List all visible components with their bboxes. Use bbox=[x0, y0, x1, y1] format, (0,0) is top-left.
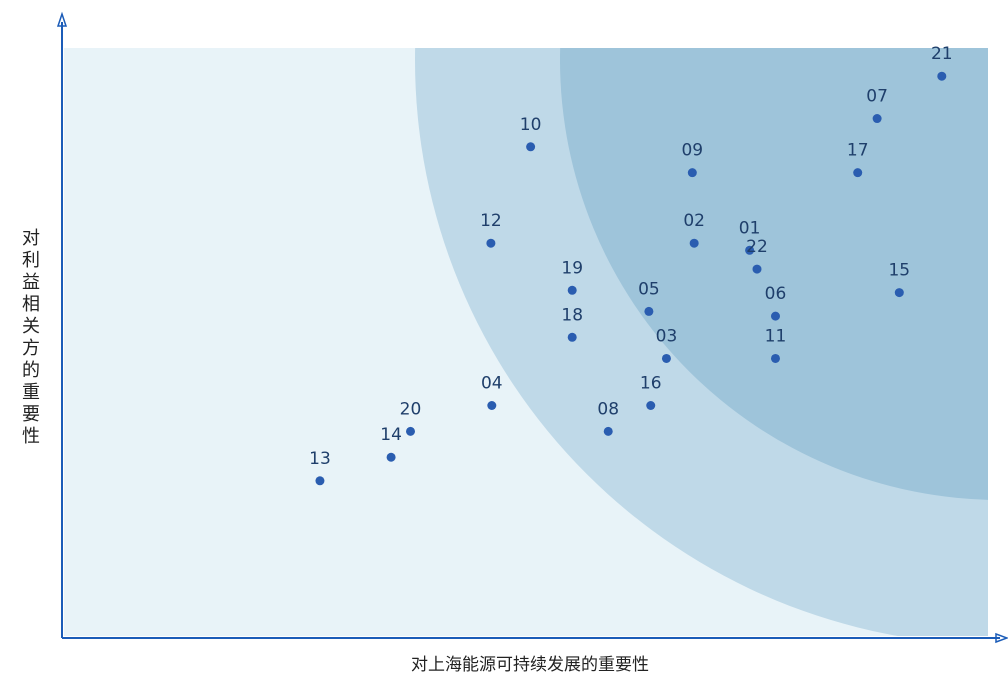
data-point-19: 19 bbox=[561, 258, 583, 295]
y-axis-arrow-icon bbox=[56, 11, 68, 27]
data-point-04: 04 bbox=[481, 374, 503, 411]
data-point-21: 21 bbox=[931, 44, 953, 81]
data-point-marker bbox=[770, 353, 780, 363]
data-point-label: 18 bbox=[561, 305, 583, 325]
data-point-16: 16 bbox=[640, 374, 662, 411]
data-point-20: 20 bbox=[400, 399, 422, 436]
data-point-15: 15 bbox=[888, 261, 910, 298]
x-axis-arrow-icon bbox=[995, 632, 1008, 644]
data-point-marker bbox=[752, 264, 762, 274]
data-point-11: 11 bbox=[765, 326, 787, 363]
y-axis-title-char: 对 bbox=[22, 228, 40, 249]
data-point-label: 01 bbox=[739, 218, 761, 238]
data-point-label: 16 bbox=[640, 374, 662, 394]
data-point-18: 18 bbox=[561, 305, 583, 342]
data-point-label: 02 bbox=[683, 211, 705, 231]
zone-inner-top bbox=[636, 48, 988, 268]
y-axis-title-char: 关 bbox=[22, 316, 40, 337]
data-point-label: 07 bbox=[866, 87, 888, 107]
y-axis-title-char: 要 bbox=[22, 404, 40, 425]
data-point-13: 13 bbox=[309, 449, 331, 486]
data-point-label: 04 bbox=[481, 374, 503, 394]
data-point-marker bbox=[603, 426, 613, 436]
y-axis-title-char: 性 bbox=[22, 426, 40, 447]
data-point-label: 21 bbox=[931, 44, 953, 64]
data-point-09: 09 bbox=[681, 141, 703, 178]
data-point-label: 13 bbox=[309, 449, 331, 469]
data-point-marker bbox=[894, 288, 904, 298]
data-point-label: 19 bbox=[561, 258, 583, 278]
data-point-label: 17 bbox=[847, 141, 869, 161]
data-point-marker bbox=[567, 285, 577, 295]
data-point-marker bbox=[745, 245, 755, 255]
data-point-label: 12 bbox=[480, 211, 502, 231]
data-point-label: 15 bbox=[888, 261, 910, 281]
data-point-marker bbox=[687, 168, 697, 178]
data-point-label: 10 bbox=[520, 115, 542, 135]
data-point-17: 17 bbox=[847, 141, 869, 178]
y-axis-title-char: 相 bbox=[22, 294, 40, 315]
data-point-14: 14 bbox=[380, 425, 402, 462]
data-point-marker bbox=[486, 238, 496, 248]
data-point-01: 01 bbox=[739, 218, 761, 255]
data-point-marker bbox=[689, 238, 699, 248]
plot-background bbox=[64, 48, 988, 636]
data-point-22: 22 bbox=[746, 237, 768, 274]
data-point-marker bbox=[487, 401, 497, 411]
data-point-marker bbox=[646, 401, 656, 411]
data-point-marker bbox=[644, 306, 654, 316]
data-point-marker bbox=[937, 71, 947, 81]
data-point-marker bbox=[386, 452, 396, 462]
data-point-label: 11 bbox=[765, 326, 787, 346]
data-point-05: 05 bbox=[638, 279, 660, 316]
data-point-06: 06 bbox=[765, 284, 787, 321]
y-axis-title-char: 利 bbox=[22, 250, 40, 271]
data-point-marker bbox=[770, 311, 780, 321]
data-point-marker bbox=[315, 476, 325, 486]
data-point-label: 08 bbox=[597, 399, 619, 419]
data-point-marker bbox=[567, 332, 577, 342]
data-point-marker bbox=[406, 426, 415, 436]
y-axis-title-char: 方 bbox=[22, 338, 40, 359]
data-point-marker bbox=[661, 353, 671, 363]
y-axis-title-char: 重 bbox=[22, 382, 40, 403]
data-point-marker bbox=[853, 168, 863, 178]
axes bbox=[56, 11, 1008, 644]
data-point-label: 03 bbox=[656, 326, 678, 346]
data-point-07: 07 bbox=[866, 87, 888, 124]
points-layer: 01 02 03 04 05 06 07 08 09 10 11 12 13 14 15 16 17 18 19 20… bbox=[309, 44, 953, 486]
data-point-label: 22 bbox=[746, 237, 768, 257]
y-axis-title-char: 的 bbox=[22, 360, 40, 381]
data-point-label: 05 bbox=[638, 279, 660, 299]
data-point-03: 03 bbox=[656, 326, 678, 363]
data-point-02: 02 bbox=[683, 211, 705, 248]
data-point-label: 09 bbox=[681, 141, 703, 161]
data-point-label: 06 bbox=[765, 284, 787, 304]
data-point-08: 08 bbox=[597, 399, 619, 436]
data-point-12: 12 bbox=[480, 211, 502, 248]
data-point-label: 14 bbox=[380, 425, 402, 445]
data-point-marker bbox=[872, 114, 882, 124]
data-point-10: 10 bbox=[520, 115, 542, 152]
y-axis-title-char: 益 bbox=[22, 272, 40, 293]
x-axis-title: 对上海能源可持续发展的重要性 bbox=[411, 655, 649, 675]
y-axis-title: 对利益相关方的重要性 bbox=[18, 228, 44, 448]
data-point-marker bbox=[526, 142, 536, 152]
data-point-label: 20 bbox=[400, 399, 422, 419]
